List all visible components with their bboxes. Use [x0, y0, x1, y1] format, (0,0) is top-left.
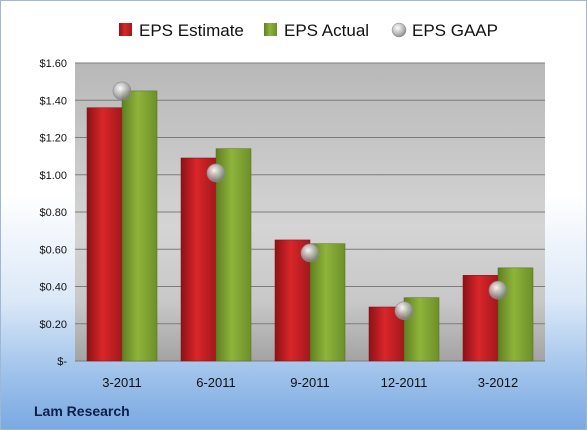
marker-eps-gaap — [394, 301, 414, 321]
y-tick-label: $1.40 — [39, 95, 67, 107]
legend-estimate-swatch — [119, 23, 132, 36]
legend-estimate-label: EPS Estimate — [139, 21, 244, 40]
y-tick-label: $- — [57, 356, 67, 368]
y-tick-label: $0.80 — [39, 207, 67, 219]
x-tick-label: 3-2011 — [102, 375, 142, 390]
y-tick-label: $0.40 — [39, 282, 67, 294]
x-tick-label: 9-2011 — [290, 375, 330, 390]
y-tick-label: $0.20 — [39, 319, 67, 331]
bar-eps-estimate — [180, 157, 217, 362]
bar-eps-actual — [121, 90, 158, 362]
marker-eps-gaap — [206, 163, 226, 183]
marker-eps-gaap — [488, 280, 508, 300]
bar-eps-actual — [309, 243, 346, 362]
y-tick-label: $1.60 — [39, 58, 67, 70]
x-tick-label: 12-2011 — [381, 375, 428, 390]
bar-eps-estimate — [86, 107, 123, 362]
marker-eps-gaap — [112, 81, 132, 101]
y-tick-label: $1.20 — [39, 133, 67, 145]
legend-actual-label: EPS Actual — [284, 21, 369, 40]
bar-eps-actual — [497, 267, 534, 362]
legend-actual-swatch — [264, 23, 277, 36]
legend-gaap-swatch — [391, 22, 407, 38]
marker-eps-gaap — [300, 243, 320, 263]
legend-gaap-label: EPS GAAP — [412, 21, 498, 40]
company-name: Lam Research — [34, 403, 130, 419]
y-tick-label: $1.00 — [39, 170, 67, 182]
bar-eps-actual — [215, 148, 252, 362]
y-tick-label: $0.60 — [39, 244, 67, 256]
x-tick-label: 3-2012 — [478, 375, 518, 390]
x-tick-label: 6-2011 — [196, 375, 236, 390]
